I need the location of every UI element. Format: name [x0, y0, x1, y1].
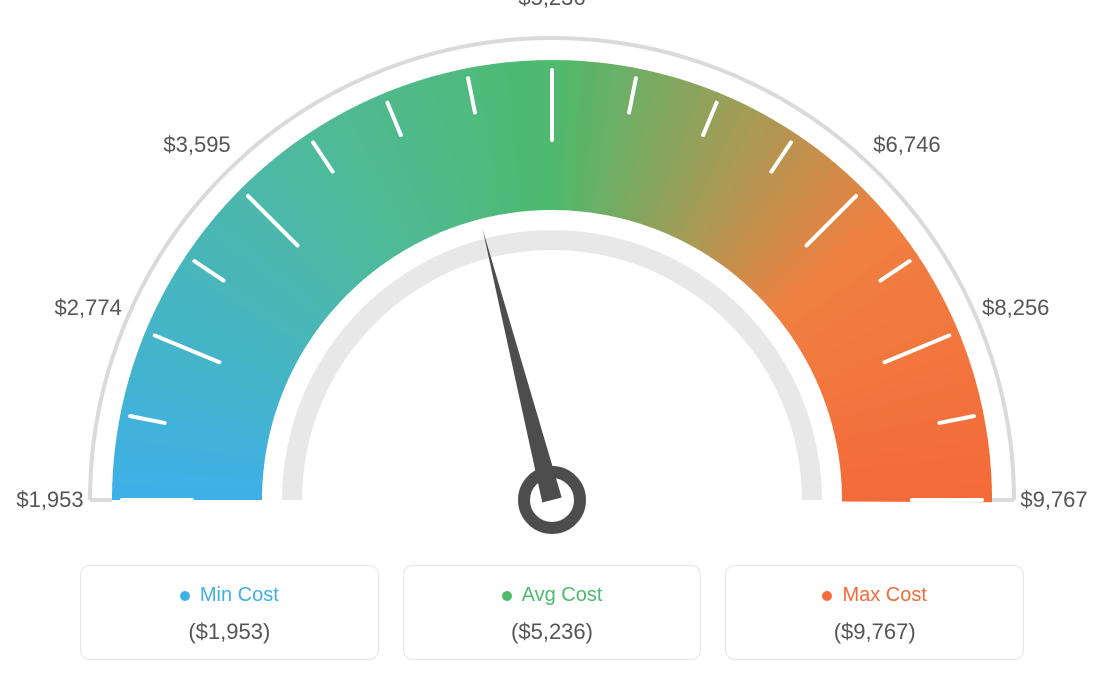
gauge-tick-label: $1,953	[16, 487, 83, 513]
gauge-tick-label: $8,256	[982, 295, 1049, 321]
dot-icon	[822, 591, 832, 601]
legend-title-avg: Avg Cost	[502, 584, 603, 607]
gauge-tick-label: $9,767	[1020, 487, 1087, 513]
dot-icon	[502, 591, 512, 601]
dot-icon	[180, 591, 190, 601]
legend-value: ($9,767)	[736, 619, 1013, 645]
gauge-tick-label: $5,236	[518, 0, 585, 11]
legend-card-max: Max Cost ($9,767)	[725, 565, 1024, 660]
gauge-chart: $1,953 $2,774 $3,595 $5,236 $6,746 $8,256 $9,7…	[0, 0, 1104, 540]
legend-label: Max Cost	[842, 584, 926, 607]
gauge-svg	[0, 0, 1104, 540]
legend-row: Min Cost ($1,953) Avg Cost ($5,236) Max …	[80, 565, 1024, 660]
gauge-tick-label: $3,595	[163, 132, 230, 158]
gauge-tick-label: $2,774	[55, 295, 122, 321]
legend-value: ($5,236)	[414, 619, 691, 645]
legend-title-max: Max Cost	[822, 584, 926, 607]
legend-value: ($1,953)	[91, 619, 368, 645]
legend-title-min: Min Cost	[180, 584, 279, 607]
gauge-tick-label: $6,746	[873, 132, 940, 158]
legend-label: Avg Cost	[522, 584, 603, 607]
legend-card-min: Min Cost ($1,953)	[80, 565, 379, 660]
legend-label: Min Cost	[200, 584, 279, 607]
legend-card-avg: Avg Cost ($5,236)	[403, 565, 702, 660]
